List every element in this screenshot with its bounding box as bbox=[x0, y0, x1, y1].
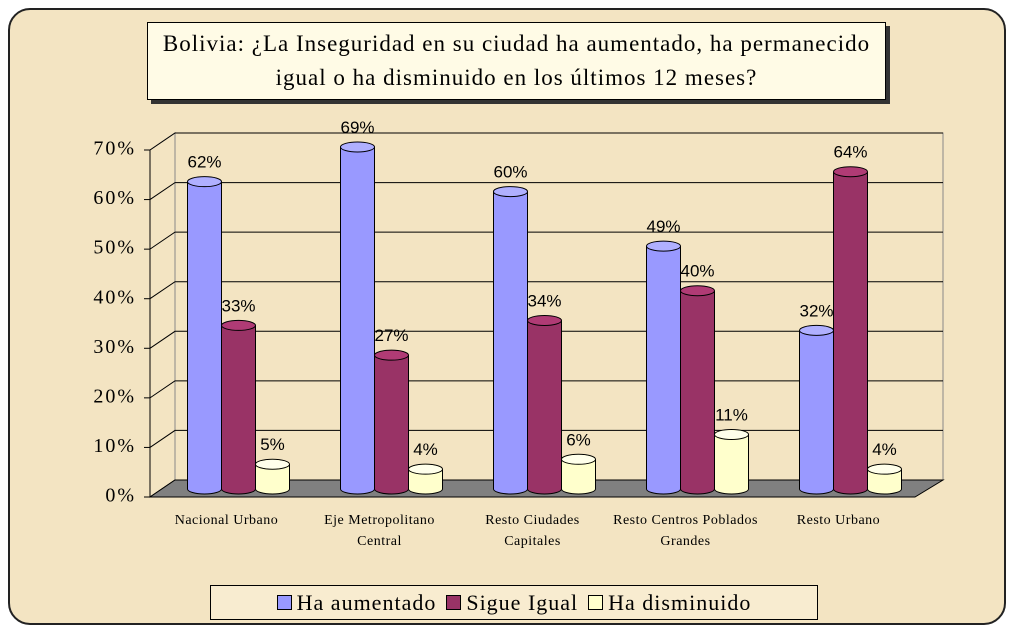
y-tick-label: 20% bbox=[93, 385, 136, 407]
cylinder-top bbox=[374, 349, 409, 361]
data-label: 6% bbox=[566, 430, 591, 449]
cylinder-top bbox=[833, 166, 868, 178]
x-tick-label: Nacional Urbano bbox=[174, 513, 279, 528]
legend-swatch bbox=[446, 595, 462, 610]
cylinder-top bbox=[408, 463, 443, 475]
cylinder-top bbox=[714, 428, 749, 440]
legend-swatch bbox=[276, 595, 292, 610]
cylinder-top bbox=[221, 319, 256, 331]
y-tick-label: 70% bbox=[93, 138, 136, 160]
y-tick-label: 10% bbox=[93, 435, 136, 457]
data-label: 60% bbox=[493, 163, 527, 182]
legend-swatch bbox=[588, 595, 604, 610]
y-tick-label: 0% bbox=[105, 485, 136, 507]
data-label: 49% bbox=[646, 217, 680, 236]
cylinder-top bbox=[867, 463, 902, 475]
data-label: 4% bbox=[413, 440, 438, 459]
cylinder-top bbox=[799, 324, 834, 336]
data-label: 62% bbox=[187, 153, 221, 172]
bar bbox=[408, 469, 443, 489]
x-tick-label: Resto Centros Poblados Grandes bbox=[613, 513, 758, 549]
legend-item: Ha aumentado bbox=[276, 589, 437, 616]
legend-label: Sigue Igual bbox=[466, 589, 579, 615]
bar bbox=[833, 171, 868, 489]
y-tick-label: 30% bbox=[93, 336, 136, 358]
grid-line bbox=[149, 182, 943, 200]
cylinder-top bbox=[493, 186, 528, 198]
data-label: 11% bbox=[715, 405, 748, 424]
y-tick-label: 50% bbox=[93, 237, 136, 259]
cylinder-top bbox=[680, 285, 715, 297]
x-tick-label: Eje Metropolitano Central bbox=[324, 513, 435, 549]
data-label: 33% bbox=[221, 296, 255, 315]
data-label: 5% bbox=[260, 435, 285, 454]
bar bbox=[680, 290, 715, 489]
bar bbox=[527, 320, 562, 489]
cylinder-top bbox=[255, 458, 290, 470]
bar bbox=[374, 355, 409, 489]
legend-item: Sigue Igual bbox=[446, 590, 578, 616]
grid-line bbox=[149, 281, 943, 300]
bar bbox=[340, 146, 375, 489]
legend-label: Ha aumentado bbox=[296, 589, 437, 615]
bar bbox=[714, 434, 749, 489]
cylinder-top bbox=[187, 176, 222, 188]
data-label: 64% bbox=[833, 143, 867, 162]
bar bbox=[221, 325, 256, 489]
data-label: 34% bbox=[527, 291, 561, 310]
data-label: 4% bbox=[872, 440, 897, 459]
x-tick-label: Resto Ciudades Capitales bbox=[485, 513, 580, 549]
legend-item: Ha disminuido bbox=[588, 590, 751, 616]
y-tick-label: 40% bbox=[93, 286, 136, 308]
cylinder-top bbox=[527, 314, 562, 326]
data-label: 69% bbox=[340, 118, 374, 137]
cylinder-top bbox=[646, 240, 681, 252]
bar bbox=[867, 469, 902, 489]
grid-line bbox=[149, 231, 943, 250]
data-label: 27% bbox=[374, 326, 408, 345]
bar bbox=[799, 330, 834, 489]
data-label: 40% bbox=[680, 262, 714, 281]
y-tick-label: 60% bbox=[93, 187, 136, 209]
bar bbox=[646, 246, 681, 489]
bar bbox=[493, 191, 528, 490]
bar bbox=[187, 181, 222, 489]
legend-label: Ha disminuido bbox=[608, 589, 752, 615]
grid-line bbox=[149, 132, 943, 151]
side-wall bbox=[149, 132, 176, 498]
cylinder-top bbox=[340, 141, 375, 153]
cylinder-top bbox=[561, 453, 596, 465]
data-label: 32% bbox=[799, 301, 833, 320]
chart-title: Bolivia: ¿La Inseguridad en su ciudad ha… bbox=[147, 22, 886, 100]
x-tick-label: Resto Urbano bbox=[796, 513, 881, 528]
legend: Ha aumentado Sigue Igual Ha disminuido bbox=[210, 585, 818, 620]
